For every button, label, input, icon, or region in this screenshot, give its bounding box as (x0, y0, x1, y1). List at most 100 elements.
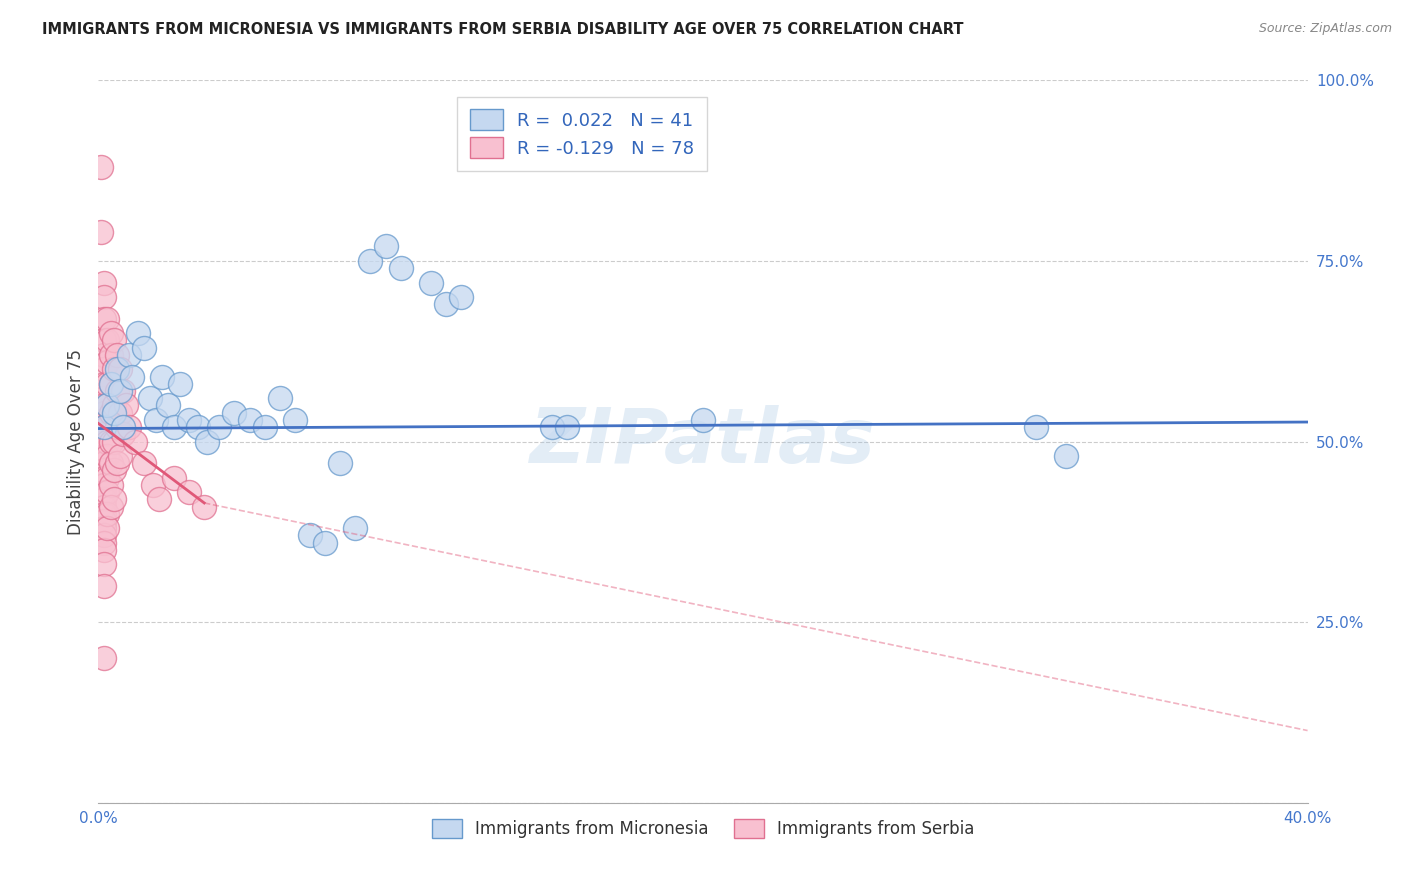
Point (100, 376, 122, 391)
Point (434, 297, 457, 311)
Point (100, 500, 122, 514)
Point (344, 521, 367, 535)
Point (299, 528, 322, 542)
Point (103, 398, 125, 412)
Point (108, 384, 131, 398)
Point (93, 376, 115, 391)
Point (132, 341, 155, 355)
Point (93, 413, 115, 427)
Point (269, 391, 291, 405)
Point (329, 456, 352, 470)
Point (284, 413, 307, 427)
Point (105, 420, 128, 434)
Point (93, 492, 115, 507)
Point (314, 535, 336, 549)
Point (163, 470, 186, 484)
Y-axis label: Disability Age Over 75: Disability Age Over 75 (66, 349, 84, 534)
Point (111, 420, 134, 434)
Legend: Immigrants from Micronesia, Immigrants from Serbia: Immigrants from Micronesia, Immigrants f… (425, 813, 981, 845)
Point (93, 391, 115, 405)
Point (96, 521, 118, 535)
Point (103, 463, 125, 477)
Point (96, 398, 118, 412)
Point (142, 478, 165, 492)
Point (111, 384, 134, 398)
Point (132, 456, 155, 470)
Point (93, 579, 115, 593)
Text: Source: ZipAtlas.com: Source: ZipAtlas.com (1258, 22, 1392, 36)
Point (239, 413, 262, 427)
Point (96, 311, 118, 326)
Point (118, 348, 141, 362)
Point (450, 290, 472, 304)
Point (100, 434, 122, 449)
Point (127, 326, 149, 340)
Point (145, 413, 167, 427)
Point (103, 434, 125, 449)
Point (93, 558, 115, 572)
Point (90, 160, 112, 174)
Point (111, 427, 134, 442)
Point (93, 420, 115, 434)
Point (555, 420, 578, 434)
Point (93, 463, 115, 477)
Point (93, 398, 115, 412)
Point (163, 420, 186, 434)
Text: ZIPatlas: ZIPatlas (530, 405, 876, 478)
Point (150, 369, 173, 384)
Point (93, 470, 115, 484)
Point (93, 276, 115, 290)
Point (103, 334, 125, 348)
Point (93, 348, 115, 362)
Point (148, 492, 170, 507)
Point (103, 406, 125, 420)
Point (93, 542, 115, 557)
Point (90, 225, 112, 239)
Point (105, 348, 128, 362)
Point (105, 384, 128, 398)
Point (156, 398, 179, 412)
Point (179, 413, 201, 427)
Point (100, 478, 122, 492)
Point (96, 334, 118, 348)
Point (108, 449, 131, 463)
Point (96, 470, 118, 484)
Point (121, 369, 143, 384)
Point (105, 456, 128, 470)
Point (692, 413, 714, 427)
Point (193, 500, 215, 514)
Point (169, 376, 191, 391)
Point (93, 449, 115, 463)
Point (195, 434, 218, 449)
Point (93, 507, 115, 521)
Point (96, 420, 118, 434)
Point (1024, 420, 1046, 434)
Point (179, 485, 201, 500)
Point (93, 521, 115, 535)
Point (124, 434, 146, 449)
Point (208, 420, 231, 434)
Point (93, 427, 115, 442)
Point (100, 326, 122, 340)
Point (93, 334, 115, 348)
Point (93, 478, 115, 492)
Point (108, 362, 131, 376)
Point (96, 434, 118, 449)
Point (100, 456, 122, 470)
Point (93, 406, 115, 420)
Point (118, 420, 141, 434)
Point (96, 355, 118, 369)
Point (93, 420, 115, 434)
Point (93, 434, 115, 449)
Text: IMMIGRANTS FROM MICRONESIA VS IMMIGRANTS FROM SERBIA DISABILITY AGE OVER 75 CORR: IMMIGRANTS FROM MICRONESIA VS IMMIGRANTS… (42, 22, 963, 37)
Point (93, 485, 115, 500)
Point (114, 398, 136, 412)
Point (93, 651, 115, 665)
Point (1054, 449, 1077, 463)
Point (93, 456, 115, 470)
Point (100, 348, 122, 362)
Point (93, 290, 115, 304)
Point (93, 535, 115, 549)
Point (96, 449, 118, 463)
Point (139, 391, 162, 405)
